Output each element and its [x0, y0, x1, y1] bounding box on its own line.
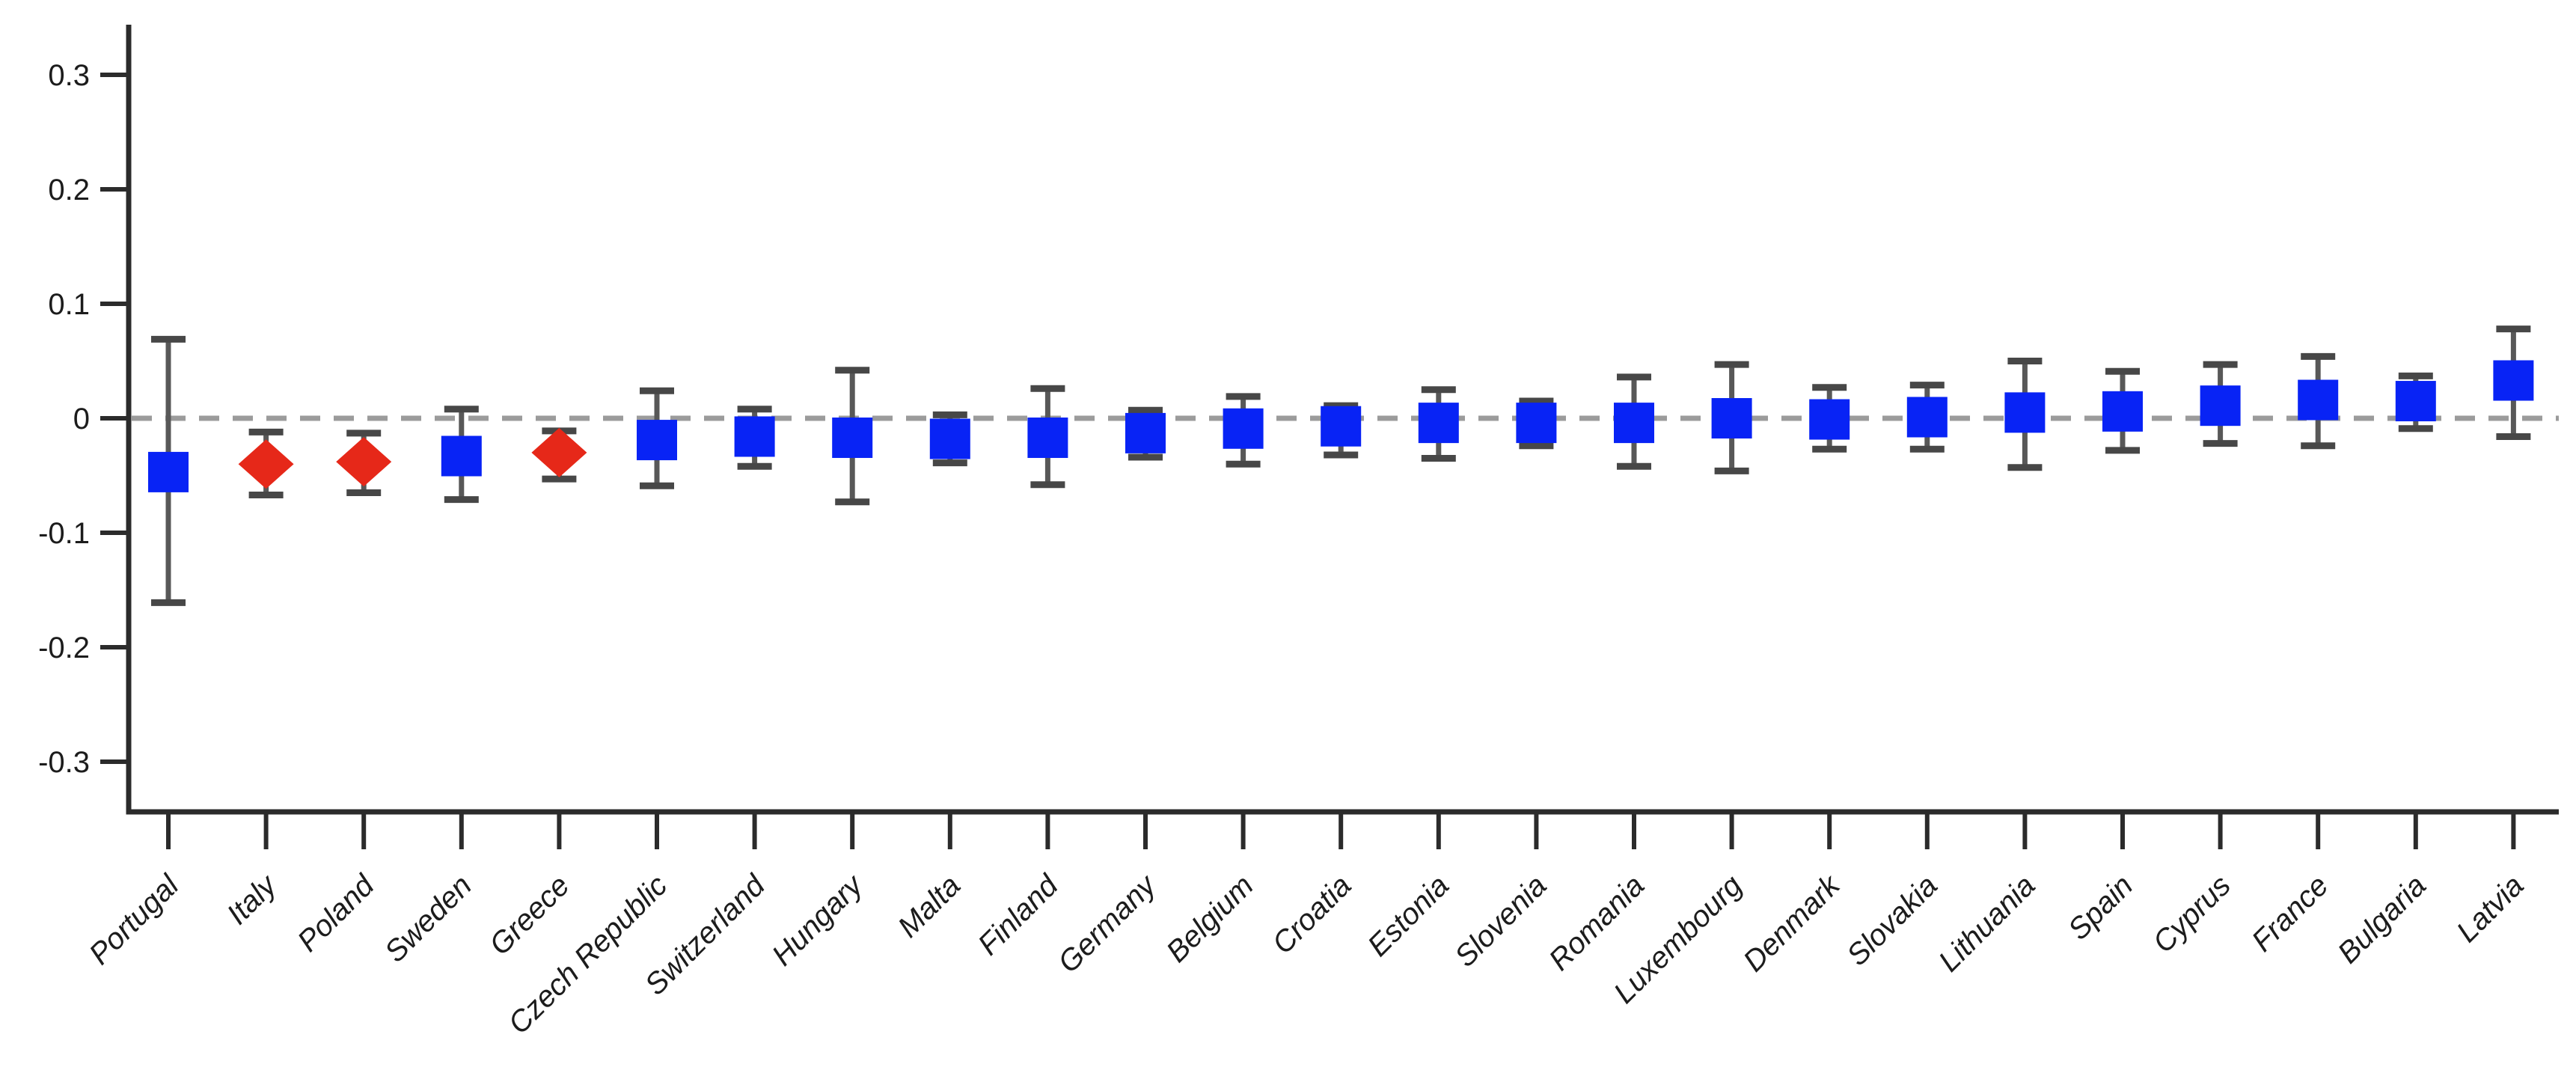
data-point-square: [1321, 406, 1362, 447]
y-axis-tick-label: 0.1: [48, 288, 90, 321]
data-point-square: [1516, 403, 1557, 444]
data-point-square: [148, 451, 189, 492]
data-point-square: [1614, 403, 1654, 444]
data-point-diamond: [238, 439, 294, 489]
data-point-square: [2102, 391, 2143, 432]
data-point-diamond: [531, 427, 587, 477]
data-point-square: [1223, 408, 1264, 449]
y-axis-tick-label: 0.2: [48, 174, 90, 207]
data-point-square: [2200, 385, 2241, 427]
y-axis-tick-label: -0.2: [38, 632, 90, 664]
y-axis-tick-label: -0.3: [38, 746, 90, 779]
data-point-square: [1906, 397, 1948, 438]
data-point-square: [734, 416, 775, 457]
data-point-square: [1711, 398, 1752, 438]
data-point-square: [929, 418, 970, 459]
data-point-square: [2395, 381, 2436, 422]
y-axis-tick-label: 0: [73, 403, 90, 435]
data-point-square: [2493, 360, 2534, 401]
data-point-square: [637, 420, 677, 461]
data-point-square: [2298, 379, 2339, 421]
data-point-square: [1125, 412, 1166, 453]
data-point-square: [1809, 399, 1850, 440]
data-point-square: [1418, 403, 1459, 444]
y-axis-tick-label: 0.3: [48, 59, 90, 92]
data-point-square: [441, 435, 482, 477]
data-point-square: [2004, 392, 2046, 433]
data-point-square: [832, 418, 873, 459]
data-point-square: [1027, 418, 1068, 459]
y-axis-tick-label: -0.1: [38, 517, 90, 550]
data-point-diamond: [336, 437, 392, 487]
